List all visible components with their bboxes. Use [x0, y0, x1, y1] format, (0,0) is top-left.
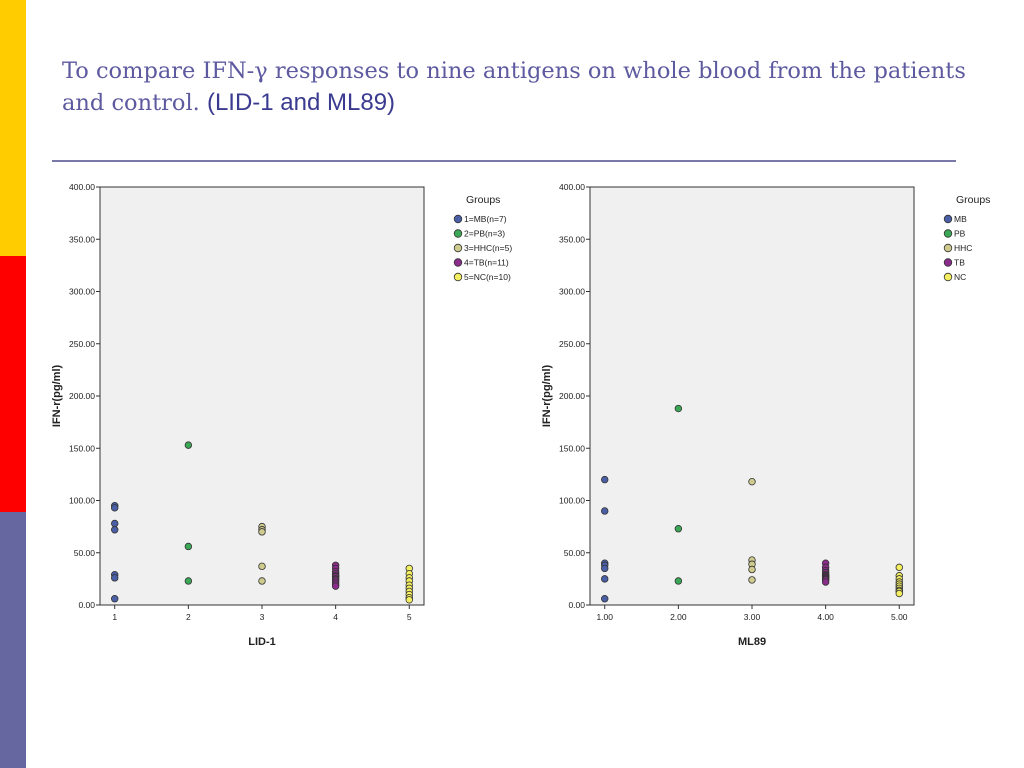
chart1-legend-marker-3 [453, 243, 463, 253]
chart1-y-tick-label: 250.00 [69, 339, 95, 349]
chart1-x-tick-label: 5 [407, 612, 412, 622]
chart1-y-tick-label: 200.00 [69, 391, 95, 401]
chart1-point-series-2 [184, 542, 193, 551]
chart2-y-tick-label: 350.00 [559, 234, 585, 244]
accent-bar-yellow [0, 0, 26, 256]
chart1-point-series-3 [258, 577, 266, 585]
chart1-legend-marker-1 [453, 214, 463, 224]
chart2-y-axis-label: IFN-r(pg/ml) [541, 365, 553, 428]
chart1-y-tick-label: 100.00 [69, 496, 95, 506]
accent-bar-red [0, 256, 26, 512]
title-divider [52, 160, 956, 162]
chart1-legend-label-3: 3=HHC(n=5) [464, 243, 512, 253]
chart1-legend-marker-2 [453, 229, 463, 238]
chart2-point-series-2 [674, 577, 683, 585]
chart1-legend-marker-5 [453, 272, 463, 282]
chart2-point-series-5 [895, 563, 903, 572]
chart1-legend-marker-4 [453, 258, 463, 267]
chart1-legend-title: Groups [466, 194, 500, 206]
chart1-y-axis-label: IFN-r(pg/ml) [51, 365, 63, 428]
chart2-x-axis-label: ML89 [738, 636, 766, 648]
chart2-y-tick-label: 400.00 [559, 182, 585, 192]
chart1-legend-label-4: 4=TB(n=11) [464, 258, 509, 268]
chart1-y-tick-label: 150.00 [69, 443, 95, 453]
chart2-point-series-1 [601, 595, 609, 603]
slide-title: To compare IFN-γ responses to nine antig… [62, 56, 982, 119]
chart2-point-series-1 [601, 575, 609, 583]
chart1-y-tick-label: 400.00 [69, 182, 95, 192]
chart2-legend-marker-5 [943, 272, 953, 282]
chart1-point-series-1 [111, 519, 119, 528]
chart1-point-series-2 [184, 441, 193, 449]
chart2-point-series-2 [674, 525, 683, 533]
chart1-point-series-1 [111, 595, 119, 603]
chart1-point-series-3 [258, 562, 266, 571]
chart1-point-series-1 [111, 574, 119, 582]
chart2-legend-label-4: TB [954, 258, 965, 268]
chart2-y-tick-label: 250.00 [559, 339, 585, 349]
chart2-x-tick-label: 2.00 [670, 612, 687, 622]
chart2-y-tick-label: 200.00 [559, 391, 585, 401]
slide-title-suffix: (LID-1 and ML89) [206, 89, 396, 116]
chart2-point-series-1 [601, 475, 609, 484]
chart1-x-tick-label: 2 [186, 612, 191, 622]
chart2-legend-label-3: HHC [954, 243, 972, 253]
chart2-y-tick-label: 0.00 [568, 600, 585, 610]
chart1-point-series-5 [405, 596, 413, 604]
chart2-legend-marker-2 [943, 229, 953, 238]
slide-title-main: To compare IFN-γ responses to nine antig… [62, 58, 966, 116]
chart1-plot-area [99, 186, 425, 606]
chart1-point-series-4 [331, 582, 340, 590]
chart2-point-series-1 [601, 507, 609, 515]
lid1-scatter-chart: 0.00 50.00 100.00 150.00 200.00 250.00 300.00 3… [51, 182, 512, 648]
chart2-x-tick-label: 3.00 [744, 612, 761, 622]
chart1-point-series-3 [258, 528, 266, 536]
chart1-x-tick-label: 1 [112, 612, 117, 622]
chart1-x-tick-label: 3 [260, 612, 265, 622]
accent-bar-purple [0, 512, 26, 768]
chart2-plot-area [589, 186, 915, 606]
chart2-legend-marker-1 [943, 214, 953, 224]
chart2-point-series-3 [748, 565, 756, 574]
chart2-y-tick-label: 300.00 [559, 287, 585, 297]
chart1-legend-label-2: 2=PB(n=3) [464, 229, 505, 239]
chart2-legend-marker-4 [943, 258, 953, 267]
chart1-point-series-1 [111, 504, 119, 512]
chart2-legend-marker-3 [943, 243, 953, 253]
chart1-y-tick-label: 0.00 [78, 600, 95, 610]
chart1-point-series-1 [111, 526, 119, 534]
chart2-legend-title: Groups [956, 194, 990, 206]
chart2-point-series-2 [674, 404, 683, 413]
chart2-point-series-4 [821, 578, 830, 586]
chart2-point-series-1 [601, 564, 609, 573]
chart1-x-tick-label: 4 [333, 612, 338, 622]
chart1-point-series-2 [184, 577, 193, 585]
chart2-y-tick-label: 50.00 [564, 548, 586, 558]
chart2-point-series-5 [895, 589, 903, 598]
chart1-legend-label-5: 5=NC(n=10) [464, 272, 511, 282]
chart2-x-tick-label: 1.00 [596, 612, 613, 622]
chart2-y-tick-label: 100.00 [559, 496, 585, 506]
chart1-x-axis-label: LID-1 [248, 636, 276, 648]
chart2-point-series-3 [748, 576, 756, 584]
chart2-legend-label-1: MB [954, 214, 967, 224]
chart2-legend-label-5: NC [954, 272, 966, 282]
ml89-scatter-chart: 0.00 50.00 100.00 150.00 200.00 250.00 300.00 3… [541, 182, 990, 648]
chart2-x-tick-label: 5.00 [891, 612, 908, 622]
chart2-y-tick-label: 150.00 [559, 443, 585, 453]
chart1-y-tick-label: 50.00 [74, 548, 96, 558]
chart1-y-tick-label: 350.00 [69, 234, 95, 244]
chart1-y-tick-label: 300.00 [69, 287, 95, 297]
chart2-x-tick-label: 4.00 [817, 612, 834, 622]
chart2-legend-label-2: PB [954, 229, 966, 239]
chart2-point-series-3 [748, 477, 756, 486]
chart1-legend-label-1: 1=MB(n=7) [464, 214, 507, 224]
